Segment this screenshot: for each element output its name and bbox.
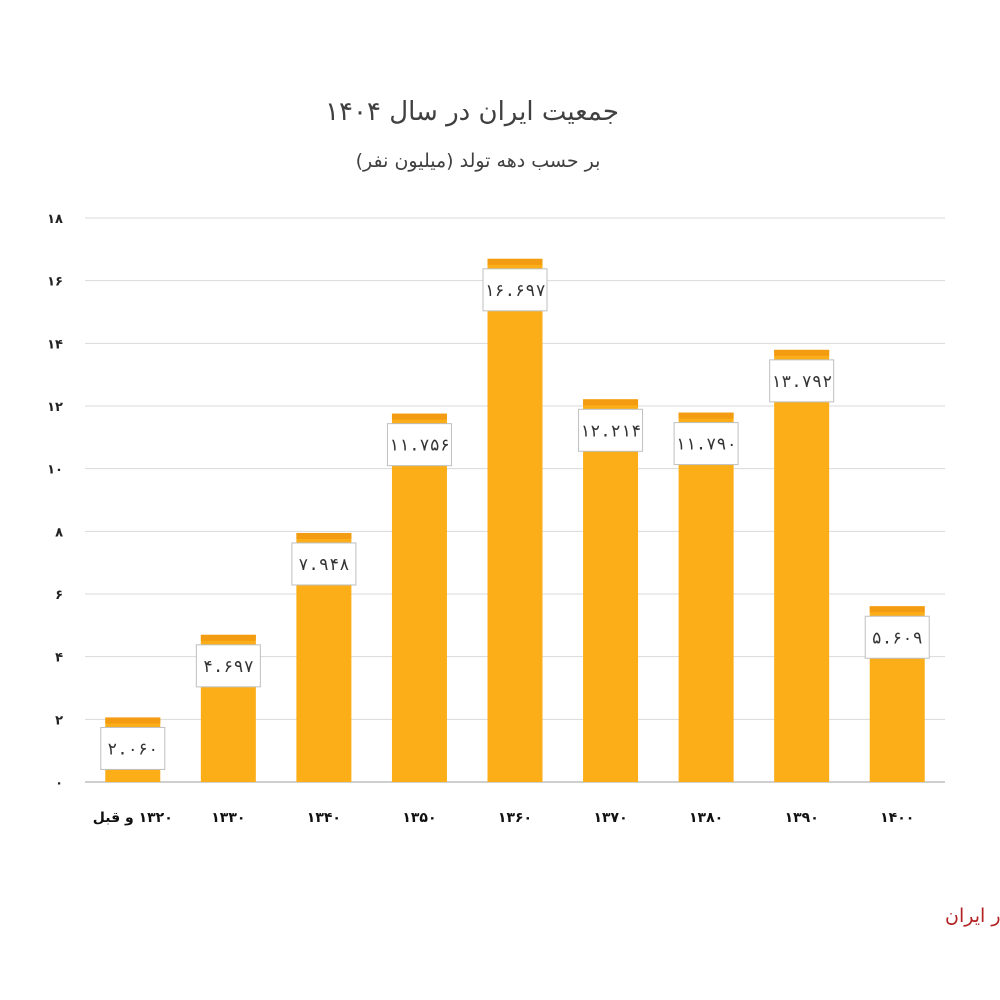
bar-top xyxy=(200,634,256,641)
data-label-box xyxy=(482,268,548,312)
data-label: ۱۳.۷۹۲ xyxy=(771,372,832,392)
data-label-box xyxy=(673,422,739,466)
data-label: ۱۲.۲۱۴ xyxy=(580,421,641,441)
y-tick-label: ۸ xyxy=(55,525,63,540)
data-label-box xyxy=(864,615,930,659)
source-note: منبع: مرکز آمار ایران xyxy=(945,903,1000,927)
y-tick-label: ۲ xyxy=(55,713,63,728)
bar xyxy=(391,413,447,782)
bar xyxy=(774,349,830,782)
bar-top xyxy=(105,717,161,724)
chart-subtitle: بر حسب دهه تولد (میلیون نفر) xyxy=(356,150,601,172)
bar-top xyxy=(869,606,925,613)
data-label: ۵.۶۰۹ xyxy=(872,628,923,648)
data-label-box xyxy=(291,542,357,586)
x-tick-label: ۱۳۹۰ xyxy=(785,810,819,826)
data-label: ۱۱.۷۹۰ xyxy=(675,435,736,455)
bar xyxy=(678,412,734,782)
bars: ۲.۰۶۰ ۴.۶۹۷ ۷.۹۴۸ ۱۱.۷۵۶ ۱۶.۶۹۷ ۱۲.۲۱۴ ۱۱.۷۹۰ ۱… xyxy=(100,258,930,782)
data-label: ۴.۶۹۷ xyxy=(203,657,254,677)
y-tick-label: ۰ xyxy=(55,776,63,791)
x-axis-tick-labels: ۱۳۲۰ و قبل ۱۳۳۰ ۱۳۴۰ ۱۳۵۰ ۱۳۶۰ ۱۳۷۰ ۱۳۸۰ ۱۳۹۰ ۱۴… xyxy=(93,810,915,826)
y-tick-label: ۱۶ xyxy=(47,275,63,290)
data-label-box xyxy=(195,644,261,688)
chart-title: جمعیت ایران در سال ۱۴۰۴ xyxy=(325,97,619,127)
bar-top xyxy=(678,412,734,419)
y-tick-label: ۱۲ xyxy=(47,400,63,415)
bar-top xyxy=(296,532,352,539)
bar-top xyxy=(391,413,447,420)
data-label-box xyxy=(769,359,835,403)
x-tick-label: ۱۳۲۰ و قبل xyxy=(93,810,173,826)
bar-top xyxy=(487,258,543,265)
x-tick-label: ۱۳۷۰ xyxy=(593,810,627,826)
x-tick-label: ۱۴۰۰ xyxy=(880,810,914,826)
data-label-box xyxy=(578,408,644,452)
bar-top xyxy=(774,349,830,356)
y-tick-label: ۱۸ xyxy=(47,212,63,227)
y-axis-tick-labels: ۰ ۲ ۴ ۶ ۸ ۱۰ ۱۲ ۱۴ ۱۶ ۱۸ xyxy=(47,212,63,791)
data-label: ۷.۹۴۸ xyxy=(298,555,349,575)
data-label: ۱۶.۶۹۷ xyxy=(484,281,545,301)
x-tick-label: ۱۳۳۰ xyxy=(211,810,245,826)
x-tick-label: ۱۳۸۰ xyxy=(689,810,723,826)
bar xyxy=(583,399,639,782)
x-tick-label: ۱۳۵۰ xyxy=(402,810,436,826)
y-tick-label: ۴ xyxy=(55,651,63,666)
data-label-box xyxy=(100,726,166,770)
bar-top xyxy=(583,399,639,406)
bar xyxy=(487,258,543,782)
y-tick-label: ۱۴ xyxy=(47,337,63,352)
data-label: ۱۱.۷۵۶ xyxy=(389,436,450,456)
y-tick-label: ۶ xyxy=(55,588,63,603)
data-label-box xyxy=(386,423,452,467)
y-tick-label: ۱۰ xyxy=(47,463,63,478)
x-tick-label: ۱۳۶۰ xyxy=(498,810,532,826)
x-tick-label: ۱۳۴۰ xyxy=(307,810,341,826)
data-label: ۲.۰۶۰ xyxy=(107,739,158,759)
